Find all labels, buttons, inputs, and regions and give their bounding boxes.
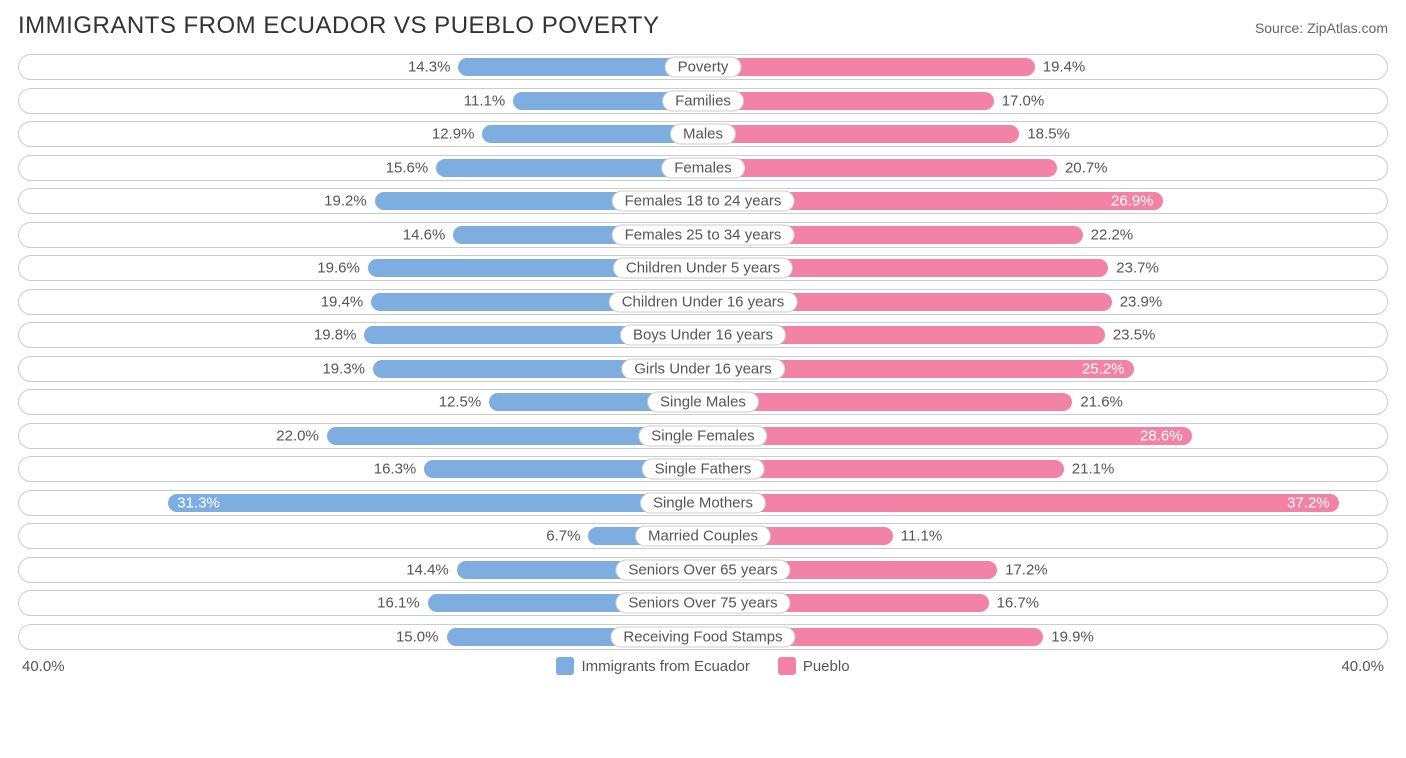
chart-row: 6.7% 11.1% Married Couples	[18, 523, 1388, 549]
chart-row: 12.9% 18.5% Males	[18, 121, 1388, 147]
chart-row: 15.6% 20.7% Females	[18, 155, 1388, 181]
legend: Immigrants from Ecuador Pueblo	[556, 657, 849, 675]
chart-row: 16.1% 16.7% Seniors Over 75 years	[18, 590, 1388, 616]
category-label: Seniors Over 75 years	[615, 593, 790, 614]
value-label-right: 37.2%	[1287, 494, 1330, 511]
value-label-right: 21.6%	[1080, 394, 1123, 411]
value-label-left: 19.8%	[314, 327, 357, 344]
chart-row: 19.4% 23.9% Children Under 16 years	[18, 289, 1388, 315]
chart-row: 19.2% 26.9% Females 18 to 24 years	[18, 188, 1388, 214]
value-label-left: 19.3%	[322, 360, 365, 377]
value-label-right: 23.7%	[1116, 260, 1159, 277]
value-label-left: 31.3%	[177, 494, 220, 511]
bar-right	[703, 494, 1339, 512]
bar-right	[703, 159, 1057, 177]
category-label: Married Couples	[635, 526, 771, 547]
category-label: Seniors Over 65 years	[615, 559, 790, 580]
chart-row: 31.3% 37.2% Single Mothers	[18, 490, 1388, 516]
value-label-right: 21.1%	[1072, 461, 1115, 478]
chart-row: 19.6% 23.7% Children Under 5 years	[18, 255, 1388, 281]
category-label: Single Females	[638, 425, 767, 446]
value-label-left: 12.9%	[432, 126, 475, 143]
legend-swatch-left	[556, 657, 574, 675]
source-attribution: Source: ZipAtlas.com	[1255, 20, 1388, 36]
chart-row: 14.6% 22.2% Females 25 to 34 years	[18, 222, 1388, 248]
value-label-right: 28.6%	[1140, 427, 1183, 444]
value-label-left: 14.4%	[406, 561, 449, 578]
category-label: Males	[670, 124, 736, 145]
value-label-right: 16.7%	[997, 595, 1040, 612]
chart-row: 16.3% 21.1% Single Fathers	[18, 456, 1388, 482]
category-label: Families	[662, 90, 744, 111]
value-label-left: 19.2%	[324, 193, 367, 210]
value-label-left: 14.6%	[403, 226, 446, 243]
category-label: Females	[661, 157, 745, 178]
value-label-right: 17.0%	[1002, 92, 1045, 109]
category-label: Single Mothers	[640, 492, 766, 513]
chart-row: 14.3% 19.4% Poverty	[18, 54, 1388, 80]
value-label-right: 17.2%	[1005, 561, 1048, 578]
value-label-right: 11.1%	[901, 528, 942, 545]
value-label-left: 22.0%	[276, 427, 319, 444]
bar-left	[168, 494, 703, 512]
chart-row: 12.5% 21.6% Single Males	[18, 389, 1388, 415]
category-label: Females 25 to 34 years	[612, 224, 795, 245]
category-label: Receiving Food Stamps	[610, 626, 795, 647]
header: IMMIGRANTS FROM ECUADOR VS PUEBLO POVERT…	[18, 12, 1388, 40]
value-label-right: 22.2%	[1091, 226, 1134, 243]
legend-swatch-right	[778, 657, 796, 675]
axis-max-right: 40.0%	[1341, 658, 1384, 675]
bar-right	[703, 125, 1019, 143]
category-label: Females 18 to 24 years	[612, 191, 795, 212]
value-label-left: 15.6%	[386, 159, 429, 176]
bar-right	[703, 427, 1192, 445]
category-label: Poverty	[665, 57, 742, 78]
legend-item-right: Pueblo	[778, 657, 850, 675]
diverging-bar-chart: 14.3% 19.4% Poverty 11.1% 17.0% Families 12.9%…	[18, 54, 1388, 650]
legend-label-left: Immigrants from Ecuador	[581, 658, 749, 675]
value-label-left: 15.0%	[396, 628, 439, 645]
chart-row: 15.0% 19.9% Receiving Food Stamps	[18, 624, 1388, 650]
chart-title: IMMIGRANTS FROM ECUADOR VS PUEBLO POVERT…	[18, 12, 659, 40]
value-label-left: 12.5%	[439, 394, 482, 411]
bar-right	[703, 92, 994, 110]
value-label-right: 23.5%	[1113, 327, 1156, 344]
chart-row: 19.8% 23.5% Boys Under 16 years	[18, 322, 1388, 348]
value-label-right: 18.5%	[1027, 126, 1070, 143]
value-label-right: 23.9%	[1120, 293, 1163, 310]
category-label: Children Under 5 years	[613, 258, 793, 279]
value-label-right: 26.9%	[1111, 193, 1154, 210]
value-label-left: 19.4%	[321, 293, 364, 310]
category-label: Girls Under 16 years	[621, 358, 785, 379]
chart-row: 11.1% 17.0% Families	[18, 88, 1388, 114]
chart-row: 14.4% 17.2% Seniors Over 65 years	[18, 557, 1388, 583]
chart-row: 19.3% 25.2% Girls Under 16 years	[18, 356, 1388, 382]
value-label-left: 19.6%	[317, 260, 360, 277]
category-label: Single Fathers	[642, 459, 765, 480]
axis-max-left: 40.0%	[22, 658, 65, 675]
value-label-left: 11.1%	[464, 92, 505, 109]
value-label-right: 20.7%	[1065, 159, 1108, 176]
value-label-right: 25.2%	[1082, 360, 1125, 377]
value-label-left: 16.1%	[377, 595, 420, 612]
bar-right	[703, 58, 1035, 76]
value-label-right: 19.9%	[1051, 628, 1094, 645]
category-label: Children Under 16 years	[609, 291, 798, 312]
chart-row: 22.0% 28.6% Single Females	[18, 423, 1388, 449]
value-label-left: 6.7%	[546, 528, 580, 545]
legend-item-left: Immigrants from Ecuador	[556, 657, 749, 675]
legend-label-right: Pueblo	[803, 658, 850, 675]
category-label: Single Males	[647, 392, 759, 413]
category-label: Boys Under 16 years	[620, 325, 786, 346]
value-label-left: 14.3%	[408, 59, 451, 76]
value-label-left: 16.3%	[374, 461, 417, 478]
value-label-right: 19.4%	[1043, 59, 1086, 76]
chart-footer: 40.0% Immigrants from Ecuador Pueblo 40.…	[18, 657, 1388, 675]
